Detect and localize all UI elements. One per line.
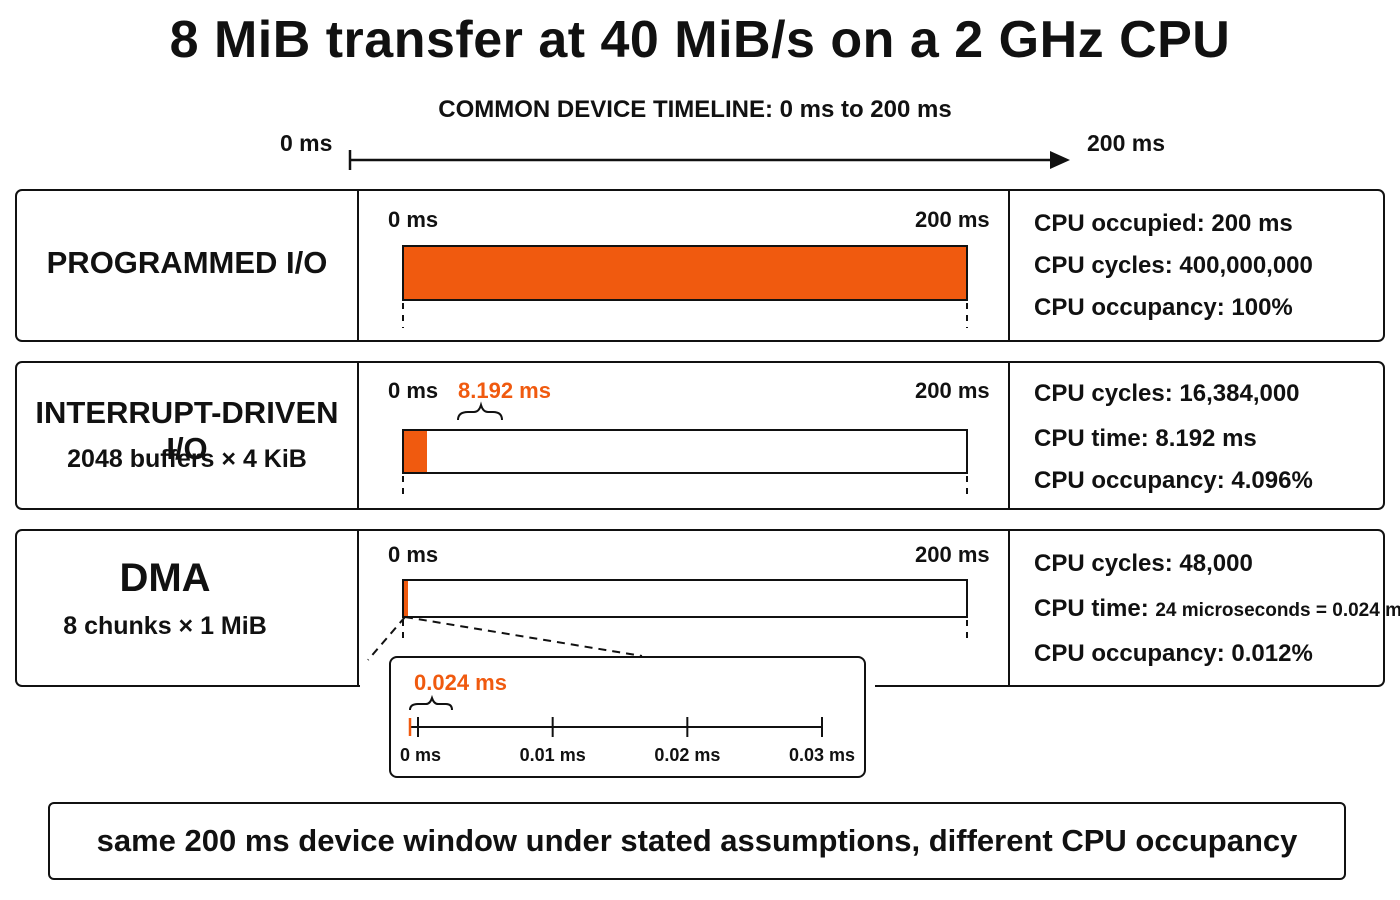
- zoom-tick-label-0: 0 ms: [400, 745, 442, 765]
- interrupt-stat-time: CPU time: 8.192 ms: [1034, 425, 1257, 452]
- dma-stat-occupancy: CPU occupancy: 0.012%: [1034, 640, 1313, 667]
- pio-start-label: 0 ms: [388, 207, 439, 232]
- dma-cpu-busy-fill: [404, 581, 408, 616]
- zoom-tick-label-1: 0.01 ms: [519, 745, 586, 765]
- interrupt-stat-occupancy: CPU occupancy: 4.096%: [1034, 467, 1313, 494]
- dma-stat-time-prefix: CPU time:: [1034, 595, 1149, 622]
- timeline-end-label: 200 ms: [1087, 130, 1166, 156]
- zoom-tick-label-2: 0.02 ms: [654, 745, 721, 765]
- zoom-busy-brace: [409, 694, 453, 711]
- zoom-tick-label-3: 0.03 ms: [789, 745, 856, 765]
- pio-divider-right: [1008, 191, 1010, 340]
- dma-stat-time-detail: 24 microseconds = 0.024 ms: [1155, 600, 1400, 621]
- dma-zoom-callout: [389, 656, 866, 778]
- pio-stat-cycles: CPU cycles: 400,000,000: [1034, 252, 1313, 279]
- interrupt-stat-cycles: CPU cycles: 16,384,000: [1034, 380, 1300, 407]
- interrupt-divider-right: [1008, 363, 1010, 508]
- dma-divider-left: [357, 531, 359, 685]
- dma-stat-time: CPU time: 24 microseconds = 0.024 ms: [1034, 595, 1400, 623]
- timeline-heading: COMMON DEVICE TIMELINE: 0 ms to 200 ms: [438, 96, 952, 123]
- footer-caption: same 200 ms device window under stated a…: [48, 802, 1346, 880]
- dma-zoom-busy-label: 0.024 ms: [414, 670, 507, 695]
- pio-stat-occupancy: CPU occupancy: 100%: [1034, 294, 1293, 321]
- interrupt-cpu-busy-fill: [404, 431, 428, 472]
- dma-divider-right: [1008, 531, 1010, 685]
- pio-end-label: 200 ms: [915, 207, 990, 232]
- timeline-start-label: 0 ms: [280, 130, 333, 156]
- interrupt-subtitle: 2048 buffers × 4 KiB: [67, 445, 307, 473]
- interrupt-end-label: 200 ms: [915, 378, 990, 403]
- interrupt-start-label: 0 ms: [388, 378, 439, 403]
- page-title: 8 MiB transfer at 40 MiB/s on a 2 GHz CP…: [169, 11, 1231, 69]
- pio-timeline-bar: [402, 245, 968, 301]
- dma-subtitle: 8 chunks × 1 MiB: [63, 612, 267, 640]
- pio-stat-occupied: CPU occupied: 200 ms: [1034, 210, 1293, 237]
- timeline-arrow: [348, 150, 1070, 170]
- interrupt-busy-label: 8.192 ms: [458, 378, 551, 403]
- interrupt-divider-left: [357, 363, 359, 508]
- dma-title: DMA: [119, 556, 211, 600]
- interrupt-timeline-bar: [402, 429, 968, 474]
- interrupt-title: INTERRUPT-DRIVEN I/O: [35, 395, 339, 466]
- dma-timeline-bar: [402, 579, 968, 618]
- pio-title: PROGRAMMED I/O: [46, 245, 328, 280]
- dma-start-label: 0 ms: [388, 542, 439, 567]
- pio-cpu-busy-fill: [404, 247, 966, 299]
- dma-end-label: 200 ms: [915, 542, 990, 567]
- dma-stat-cycles: CPU cycles: 48,000: [1034, 550, 1253, 577]
- pio-divider-left: [357, 191, 359, 340]
